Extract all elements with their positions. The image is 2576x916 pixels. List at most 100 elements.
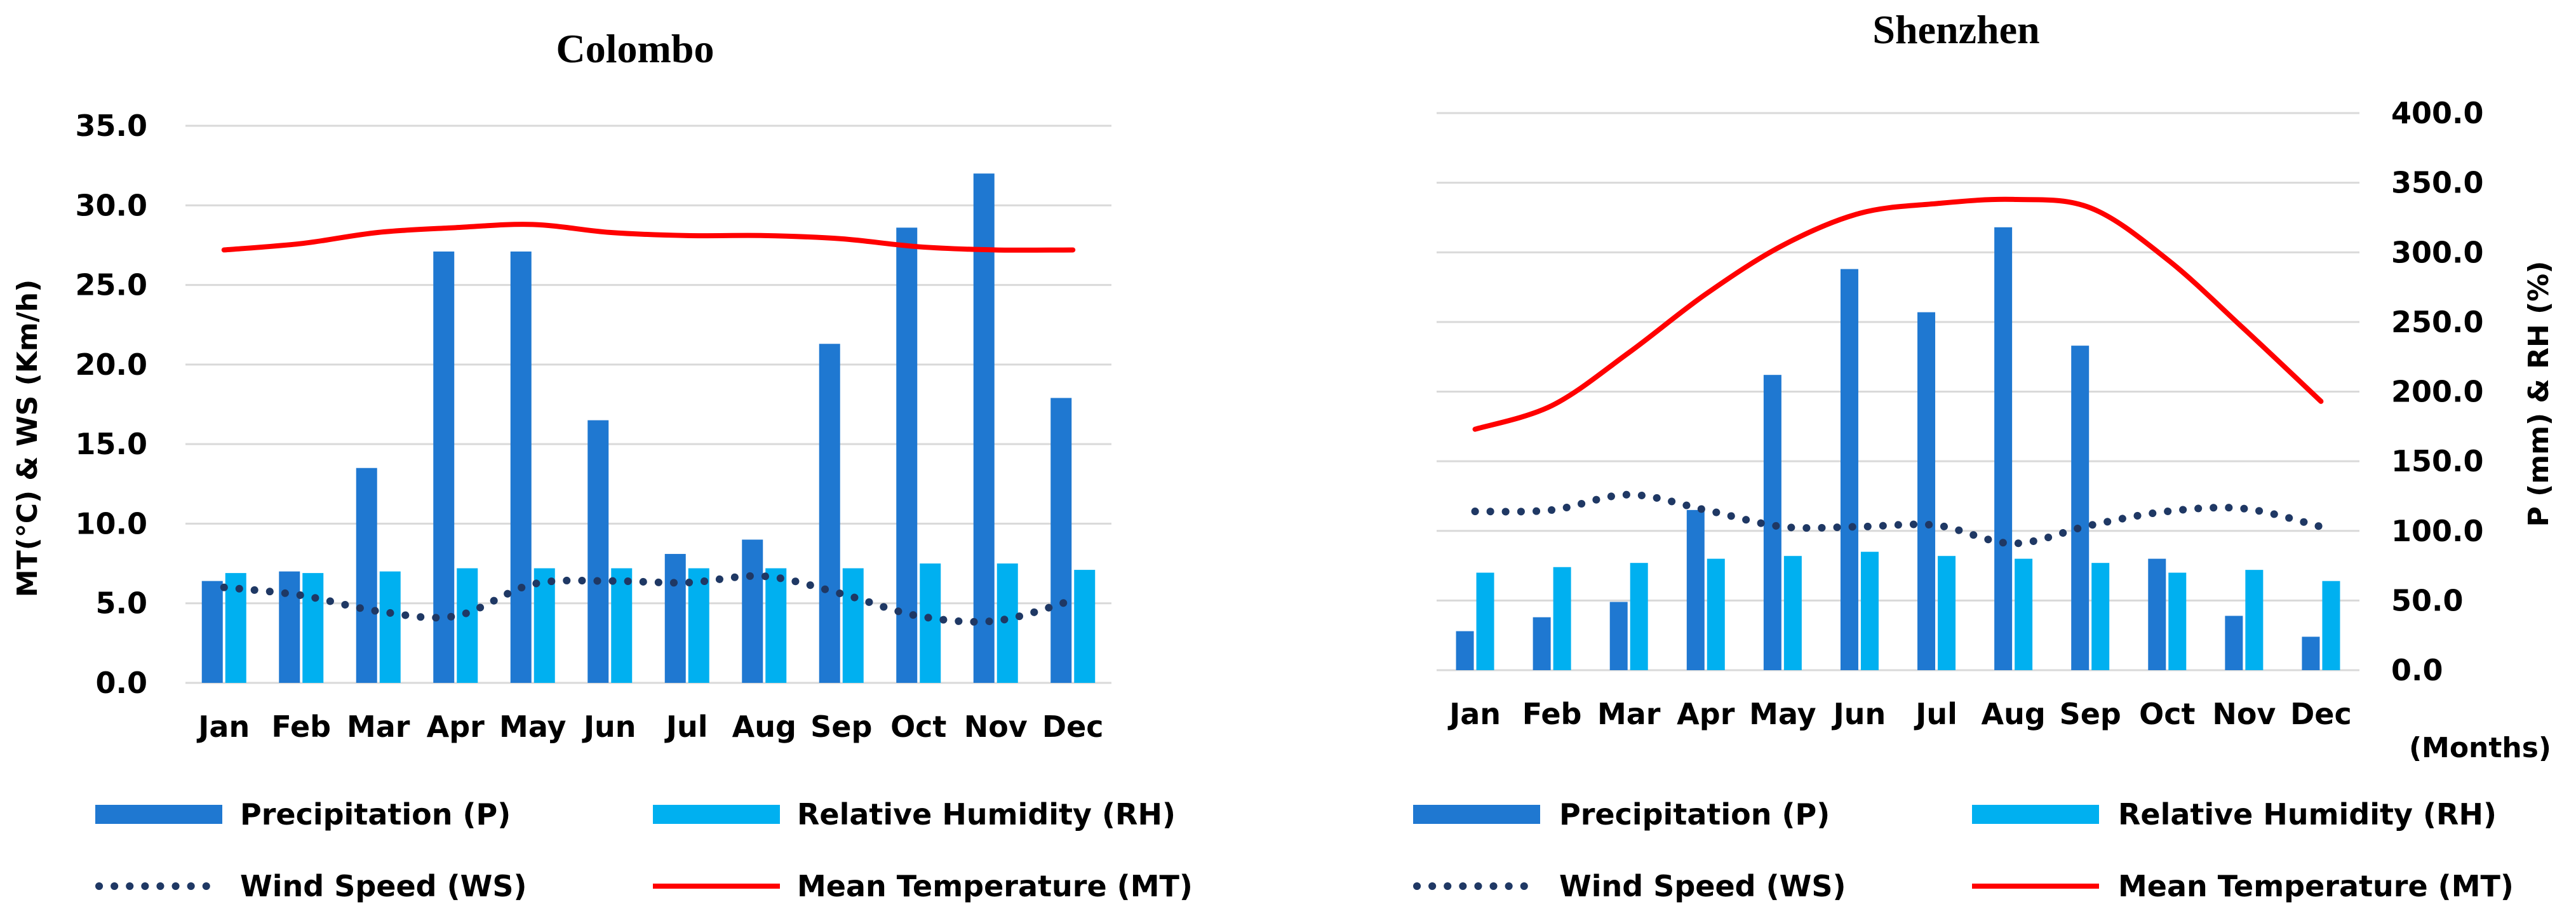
shenzhen-y-tick-label: 150.0 [2391, 444, 2484, 478]
colombo-bar-precipitation [896, 227, 918, 683]
colombo-x-tick-label: Nov [964, 710, 1028, 744]
colombo-bar-precipitation [279, 571, 300, 683]
colombo-y-tick-label: 0.0 [96, 666, 148, 700]
colombo-bar-humidity [842, 568, 864, 683]
shenzhen-bar-precipitation [1456, 631, 1474, 670]
shenzhen-x-axis-label: (Months) [2409, 732, 2551, 764]
colombo-bar-humidity [688, 568, 709, 683]
shenzhen-y-tick-label: 200.0 [2391, 375, 2484, 409]
shenzhen-bar-humidity [1860, 551, 1879, 670]
shenzhen-x-tick-label: Jun [1832, 697, 1886, 731]
colombo-bar-precipitation [664, 554, 686, 683]
shenzhen-x-tick-label: Jul [1914, 697, 1957, 731]
colombo-bar-precipitation [1050, 398, 1072, 683]
colombo-gridlines [185, 125, 1111, 684]
legend-swatch [95, 805, 222, 824]
legend-label: Precipitation (P) [240, 797, 511, 832]
colombo-x-tick-label: Mar [347, 710, 410, 744]
shenzhen-bar-humidity [2015, 558, 2033, 670]
shenzhen-x-tick-label: Apr [1677, 697, 1735, 731]
colombo-y-tick-labels: 0.0 5.0 10.0 15.0 20.0 25.0 30.0 35.0 [76, 109, 148, 700]
legend-label: Relative Humidity (RH) [797, 797, 1176, 832]
colombo-bar-humidity [379, 571, 401, 683]
shenzhen-lines [1471, 196, 2325, 548]
shenzhen-y-tick-labels: 0.0 50.0 100.0 150.0 200.0 250.0 300.0 350.0 400… [2391, 96, 2484, 687]
shenzhen-bar-precipitation [1609, 602, 1628, 670]
colombo-bar-humidity [611, 568, 633, 683]
legend-swatch [1413, 805, 1540, 824]
colombo-temperature-line [221, 222, 1076, 253]
colombo-x-tick-label: Jun [582, 710, 636, 744]
shenzhen-x-tick-label: Oct [2139, 697, 2195, 731]
shenzhen-bar-precipitation [1763, 375, 1781, 670]
shenzhen-legend: Precipitation (P) Relative Humidity (RH) W… [1413, 797, 2514, 903]
shenzhen-bar-humidity [2168, 572, 2187, 670]
legend-label: Relative Humidity (RH) [2118, 797, 2497, 832]
colombo-bar-precipitation [356, 468, 377, 683]
shenzhen-y-tick-label: 50.0 [2391, 583, 2464, 617]
colombo-x-tick-label: May [499, 710, 566, 744]
shenzhen-bar-humidity [1476, 572, 1494, 670]
colombo-bar-precipitation [201, 581, 223, 683]
shenzhen-bar-humidity [2322, 581, 2340, 670]
shenzhen-x-tick-label: May [1749, 697, 1816, 731]
colombo-x-tick-label: Sep [810, 710, 872, 744]
colombo-y-tick-label: 15.0 [76, 427, 148, 461]
colombo-y-tick-label: 20.0 [76, 347, 148, 382]
colombo-legend: Precipitation (P) Relative Humidity (RH) W… [95, 797, 1193, 903]
shenzhen-bar-precipitation [2225, 616, 2243, 670]
colombo-bars [201, 173, 1096, 684]
shenzhen-bar-precipitation [1917, 312, 1936, 671]
colombo-bar-precipitation [819, 344, 840, 683]
colombo-bar-humidity [1074, 570, 1096, 683]
colombo-x-tick-label: Apr [427, 710, 485, 744]
colombo-x-tick-label: Feb [271, 710, 331, 744]
legend-swatch [653, 805, 780, 824]
colombo-bar-humidity [457, 568, 478, 683]
colombo-x-tick-label: Aug [732, 710, 796, 744]
colombo-y-tick-label: 30.0 [76, 188, 148, 222]
shenzhen-chart-title: Shenzhen [1872, 7, 2039, 52]
colombo-bar-humidity [225, 573, 246, 683]
colombo-wind-speed-line [220, 572, 1077, 626]
shenzhen-bar-humidity [1630, 563, 1648, 670]
legend-label: Precipitation (P) [1559, 797, 1830, 832]
shenzhen-chart: Shenzhen P (mm) & RH (%) (Months) 0.0 50.… [1413, 7, 2555, 903]
colombo-bar-precipitation [973, 173, 995, 684]
shenzhen-x-tick-label: Jan [1447, 697, 1501, 731]
shenzhen-y-tick-label: 250.0 [2391, 305, 2484, 339]
legend-label: Mean Temperature (MT) [2118, 869, 2514, 903]
colombo-bar-humidity [996, 563, 1018, 683]
colombo-y-axis-label: MT(°C) & WS (Km/h) [11, 280, 44, 597]
legend-label: Wind Speed (WS) [240, 869, 527, 903]
shenzhen-bar-humidity [2245, 570, 2264, 670]
shenzhen-bar-precipitation [1686, 509, 1705, 670]
colombo-x-tick-label: Dec [1042, 710, 1104, 744]
colombo-bar-precipitation [433, 251, 455, 683]
colombo-x-tick-label: Oct [890, 710, 946, 744]
shenzhen-gridlines [1437, 112, 2359, 671]
shenzhen-bar-precipitation [2148, 558, 2166, 670]
colombo-bar-precipitation [510, 251, 532, 683]
colombo-y-tick-label: 35.0 [76, 109, 148, 143]
shenzhen-temperature-line [1472, 196, 2324, 432]
shenzhen-y-tick-label: 300.0 [2391, 235, 2484, 269]
colombo-chart: Colombo MT(°C) & WS (Km/h) 0.0 5.0 10.0 15.… [11, 26, 1193, 903]
shenzhen-bar-precipitation [2302, 636, 2320, 670]
colombo-bar-humidity [533, 568, 555, 683]
shenzhen-y-tick-label: 400.0 [2391, 96, 2484, 130]
colombo-chart-title: Colombo [556, 26, 714, 71]
colombo-x-tick-labels: Jan Feb Mar Apr May Jun Jul Aug Sep Oct Nov Dec [196, 710, 1103, 744]
colombo-y-tick-label: 25.0 [76, 268, 148, 302]
legend-label: Wind Speed (WS) [1559, 869, 1846, 903]
shenzhen-y-tick-label: 0.0 [2391, 653, 2443, 687]
colombo-bar-humidity [920, 563, 941, 683]
colombo-bar-humidity [302, 573, 324, 683]
shenzhen-bar-precipitation [2071, 346, 2090, 670]
legend-swatch [1972, 805, 2099, 824]
shenzhen-bar-precipitation [1994, 227, 2013, 670]
shenzhen-bar-humidity [1553, 567, 1571, 670]
shenzhen-wind-speed-line [1471, 490, 2325, 548]
shenzhen-bar-humidity [1938, 556, 1956, 670]
